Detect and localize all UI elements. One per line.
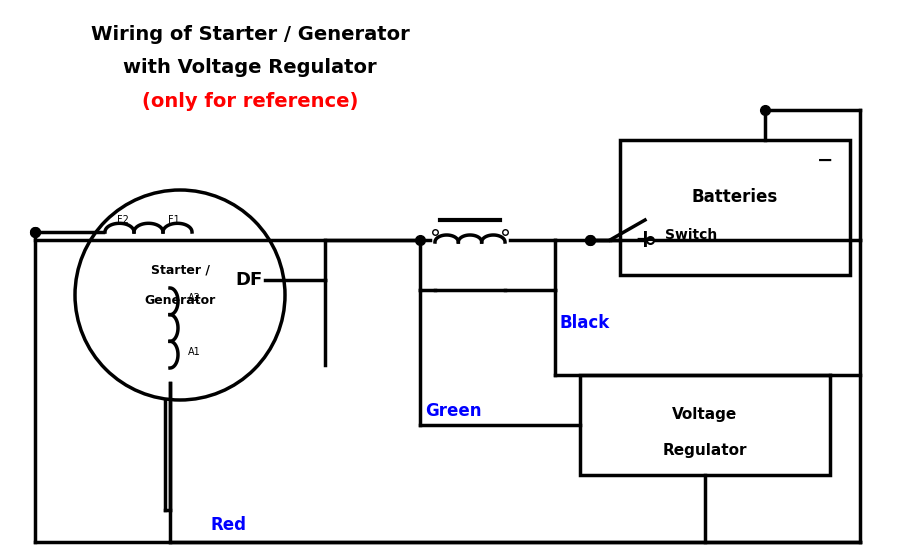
Text: Wiring of Starter / Generator: Wiring of Starter / Generator: [91, 25, 410, 44]
Text: Black: Black: [560, 314, 610, 332]
Text: Generator: Generator: [144, 293, 216, 306]
Text: F2: F2: [117, 215, 129, 225]
Text: Starter /: Starter /: [150, 264, 210, 277]
Text: A2: A2: [188, 293, 201, 303]
Text: (only for reference): (only for reference): [142, 92, 358, 111]
Text: Switch: Switch: [665, 228, 717, 242]
Bar: [620, 140, 850, 275]
Text: −: −: [817, 151, 833, 170]
Text: Voltage: Voltage: [672, 408, 738, 422]
Text: DF: DF: [235, 271, 262, 289]
Text: +: +: [634, 228, 655, 252]
Text: Regulator: Regulator: [662, 442, 747, 458]
Text: F1: F1: [168, 215, 180, 225]
Text: Batteries: Batteries: [692, 189, 778, 207]
Bar: [580, 375, 830, 475]
Text: Green: Green: [425, 402, 482, 420]
Text: with Voltage Regulator: with Voltage Regulator: [123, 58, 377, 77]
Text: A1: A1: [188, 347, 201, 357]
Text: Red: Red: [210, 516, 246, 534]
